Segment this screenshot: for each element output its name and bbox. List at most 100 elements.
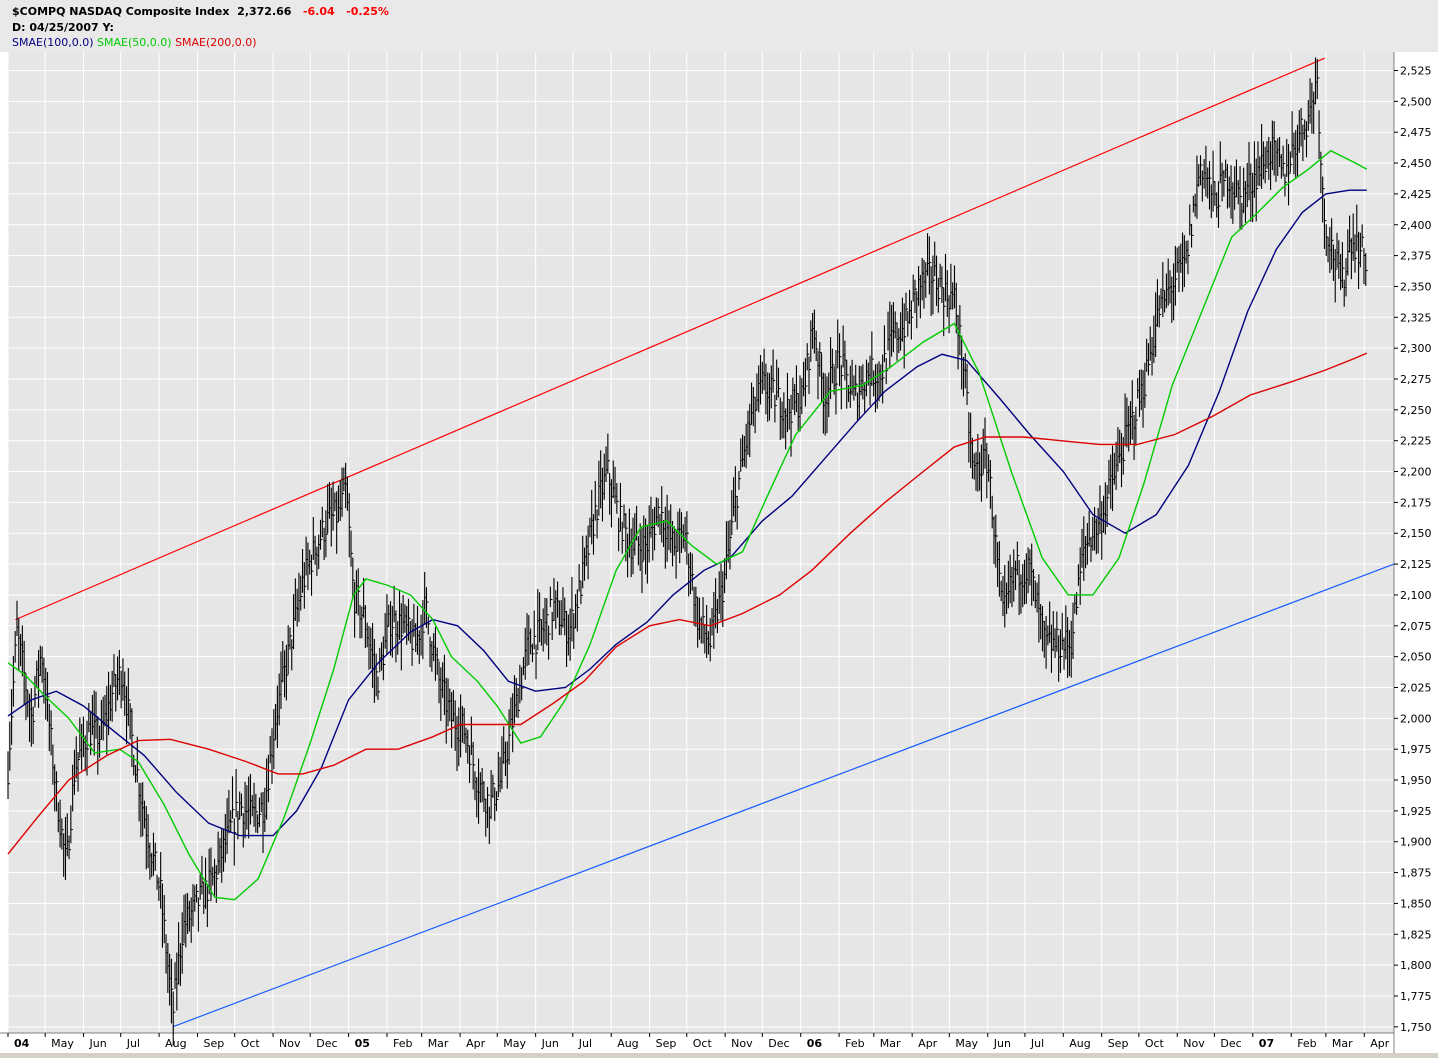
y-tick-label: 2,150 [1400, 527, 1432, 540]
plot-area [8, 52, 1394, 1033]
y-tick-label: 2,400 [1400, 219, 1432, 232]
price-change-pct: -0.25% [346, 5, 389, 18]
y-axis-area [1394, 52, 1438, 1033]
y-axis-ticks: 1,750 1,775 1,800 1,825 1,850 1,875 1,900 1,925… [1394, 65, 1432, 1034]
y-tick-label: 2,475 [1400, 126, 1432, 139]
x-tick-label: Apr [1370, 1037, 1390, 1050]
y-tick-label: 1,850 [1400, 897, 1432, 910]
x-tick-label: Mar [1332, 1037, 1353, 1050]
series-line [7, 189, 1367, 837]
y-tick-label: 1,975 [1400, 743, 1432, 756]
legend-sma200: SMAE(200,0.0) [175, 36, 257, 49]
x-tick-label: Mar [428, 1037, 449, 1050]
x-tick-label: Dec [316, 1037, 337, 1050]
x-tick-label: Mar [880, 1037, 901, 1050]
x-tick-label: Dec [768, 1037, 789, 1050]
y-tick-label: 1,825 [1400, 928, 1432, 941]
series-line [7, 149, 1368, 901]
x-tick-label: Feb [845, 1037, 864, 1050]
y-tick-label: 2,325 [1400, 311, 1432, 324]
y-tick-label: 2,525 [1400, 65, 1432, 78]
y-tick-label: 1,950 [1400, 774, 1432, 787]
last-price: 2,372.66 [237, 5, 292, 18]
x-tick-label: Dec [1220, 1037, 1241, 1050]
moving-averages [7, 149, 1368, 901]
x-tick-label: Jun [541, 1037, 559, 1050]
x-tick-label: 04 [14, 1037, 30, 1050]
x-axis-area [0, 1033, 1438, 1053]
x-tick-label: 05 [355, 1037, 370, 1050]
x-tick-label: Jun [993, 1037, 1011, 1050]
series-line [7, 352, 1368, 855]
x-tick-label: Oct [1145, 1037, 1165, 1050]
y-tick-label: 2,375 [1400, 250, 1432, 263]
x-tick-label: Sep [656, 1037, 677, 1050]
indicator-legend: SMAE(100,0.0) SMAE(50,0.0) SMAE(200,0.0) [12, 36, 257, 50]
x-tick-label: Nov [1183, 1037, 1205, 1050]
y-tick-label: 1,875 [1400, 867, 1432, 880]
date-value: 04/25/2007 [29, 21, 99, 34]
y-tick-label: 2,025 [1400, 681, 1432, 694]
price-change: -6.04 [302, 5, 335, 18]
y-tick-label: 2,075 [1400, 620, 1432, 633]
date-line: D: 04/25/2007 Y: [12, 21, 114, 35]
x-tick-label: Sep [1108, 1037, 1129, 1050]
x-tick-label: Nov [279, 1037, 301, 1050]
y-tick-label: 1,900 [1400, 836, 1432, 849]
y-tick-label: 2,125 [1400, 558, 1432, 571]
chart-header: $COMPQ NASDAQ Composite Index 2,372.66 -… [0, 0, 1438, 52]
trendlines [15, 57, 1395, 1028]
legend-sma100: SMAE(100,0.0) [12, 36, 94, 49]
y-tick-label: 2,050 [1400, 651, 1432, 664]
chart-scrollbar[interactable] [0, 1053, 1438, 1058]
x-tick-label: Sep [204, 1037, 225, 1050]
x-tick-label: Jul [126, 1037, 140, 1050]
x-tick-label: Jul [578, 1037, 592, 1050]
y-tick-label: 2,500 [1400, 95, 1432, 108]
x-tick-label: Jun [89, 1037, 107, 1050]
y-tick-label: 2,000 [1400, 712, 1432, 725]
x-tick-label: Apr [918, 1037, 938, 1050]
x-tick-label: Aug [165, 1037, 186, 1050]
x-tick-label: 07 [1259, 1037, 1274, 1050]
y-tick-label: 2,200 [1400, 466, 1432, 479]
x-tick-label: Oct [241, 1037, 261, 1050]
x-tick-label: Oct [693, 1037, 713, 1050]
x-tick-label: Aug [1069, 1037, 1090, 1050]
x-tick-label: Apr [466, 1037, 486, 1050]
horizontal-gridlines [8, 70, 1394, 1028]
trendline-resistance [15, 57, 1325, 621]
x-tick-label: May [503, 1037, 526, 1050]
y-tick-label: 1,750 [1400, 1021, 1432, 1034]
x-tick-label: 06 [807, 1037, 823, 1050]
y-tick-label: 1,800 [1400, 959, 1432, 972]
x-tick-label: Feb [1297, 1037, 1316, 1050]
y-tick-label: 2,450 [1400, 157, 1432, 170]
y-tick-label: 2,225 [1400, 435, 1432, 448]
y-tick-label: 1,775 [1400, 990, 1432, 1003]
legend-sma50: SMAE(50,0.0) [97, 36, 172, 49]
x-tick-label: Jul [1030, 1037, 1044, 1050]
y-tick-label: 2,100 [1400, 589, 1432, 602]
y-tick-label: 2,275 [1400, 373, 1432, 386]
y-tick-label: 2,250 [1400, 404, 1432, 417]
x-tick-label: May [955, 1037, 978, 1050]
date-label: D: [12, 21, 26, 34]
title-line: $COMPQ NASDAQ Composite Index 2,372.66 -… [12, 5, 389, 19]
y-label: Y: [102, 21, 114, 34]
y-tick-label: 2,175 [1400, 496, 1432, 509]
x-tick-label: Nov [731, 1037, 753, 1050]
vertical-gridlines [7, 52, 1365, 1033]
y-tick-label: 2,300 [1400, 342, 1432, 355]
y-tick-label: 1,925 [1400, 805, 1432, 818]
y-tick-label: 2,425 [1400, 188, 1432, 201]
index-name: NASDAQ Composite Index [69, 5, 230, 18]
x-axis-ticks: 04 May Jun Jul Aug Sep Oct Nov Dec 05 Feb Mar Apr May… [7, 1033, 1390, 1050]
x-tick-label: Aug [617, 1037, 638, 1050]
price-bars [7, 57, 1368, 1046]
x-tick-label: Feb [393, 1037, 412, 1050]
x-tick-label: May [51, 1037, 74, 1050]
trendline-support [172, 563, 1395, 1028]
y-tick-label: 2,350 [1400, 280, 1432, 293]
